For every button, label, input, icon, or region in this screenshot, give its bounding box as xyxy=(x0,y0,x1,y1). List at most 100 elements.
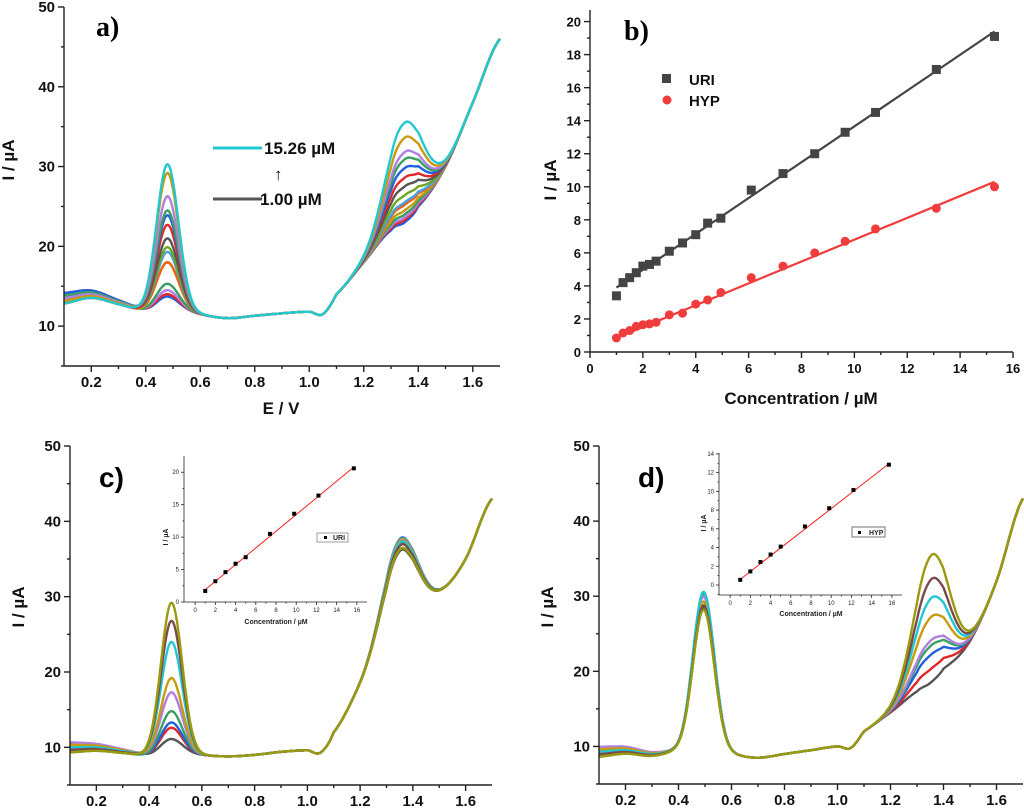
inset-d-legend-marker xyxy=(858,531,861,534)
x-tick-label: 16 xyxy=(354,608,361,614)
data-point xyxy=(716,288,726,298)
y-tick-label: 30 xyxy=(38,159,55,176)
data-point xyxy=(989,182,999,192)
panel-label-d: d) xyxy=(638,462,664,493)
data-point xyxy=(931,64,941,74)
curve-2 xyxy=(598,498,1024,759)
inset-c-legend-label: URI xyxy=(333,535,345,542)
x-tick-label: 0.4 xyxy=(139,793,161,808)
y-tick-label: 18 xyxy=(567,48,581,63)
legend-marker-uri xyxy=(662,74,671,83)
data-point xyxy=(840,236,850,246)
y-tick-label: 30 xyxy=(44,589,61,606)
x-tick-label: 6 xyxy=(254,608,258,614)
data-point xyxy=(703,218,713,228)
data-point xyxy=(871,224,881,234)
data-point xyxy=(644,259,654,269)
data-point xyxy=(233,561,238,566)
x-tick-label: 8 xyxy=(798,361,805,376)
curves-c xyxy=(69,497,493,758)
curve-1 xyxy=(69,497,493,758)
x-tick-label: 1.6 xyxy=(462,374,483,391)
data-point xyxy=(611,291,621,301)
x-tick-label: 0.6 xyxy=(191,793,212,808)
inset-points-inset-c xyxy=(203,466,356,593)
x-tick-label: 1.6 xyxy=(986,792,1007,808)
panel-label-b: b) xyxy=(624,16,649,47)
x-tick-label: 8 xyxy=(274,608,278,614)
annotation-low-label: 1.00 µM xyxy=(260,190,322,209)
curve-8 xyxy=(70,497,493,758)
y-tick-label: 0 xyxy=(711,583,715,589)
inset-c-y-label: I / µA xyxy=(163,529,170,546)
y-tick-label: 8 xyxy=(574,213,581,228)
data-point xyxy=(625,273,635,283)
x-tick-label: 0.4 xyxy=(135,374,157,391)
y-axis-label-a: I / µA xyxy=(0,140,18,181)
axes-b: 0 2 4 6 8 10 12 14 16 0 2 4 6 8 10 12 14 16 18 20 xyxy=(567,10,1020,376)
data-point xyxy=(351,466,356,471)
curve-7 xyxy=(69,497,493,758)
x-tick-label: 16 xyxy=(889,601,896,607)
x-tick-label: 6 xyxy=(745,361,752,376)
curve-5 xyxy=(70,497,493,758)
data-point xyxy=(691,230,701,240)
data-point xyxy=(618,278,628,288)
x-tick-label: 1.0 xyxy=(297,793,318,808)
data-point xyxy=(203,588,208,593)
inset-d-legend-label: HYP xyxy=(869,530,884,537)
y-tick-label: 2 xyxy=(574,312,581,327)
curve-9 xyxy=(70,497,493,758)
y-tick-label: 14 xyxy=(707,452,714,458)
inset-d-y-label: I / µA xyxy=(701,515,708,532)
x-tick-label: 14 xyxy=(333,608,340,614)
data-point xyxy=(827,506,832,511)
data-point xyxy=(758,560,763,565)
x-tick-label: 1.2 xyxy=(353,374,374,391)
inset-points-inset-d xyxy=(738,462,891,582)
data-point xyxy=(267,531,272,536)
x-tick-label: 1.4 xyxy=(402,793,424,808)
y-tick-label: 10 xyxy=(567,180,581,195)
x-tick-label: 1.4 xyxy=(933,792,955,808)
data-point xyxy=(638,320,648,330)
y-tick-label: 6 xyxy=(711,527,715,533)
x-tick-label: 0.6 xyxy=(721,792,742,808)
curve-3 xyxy=(70,497,493,758)
arrow-up-icon: ↑ xyxy=(274,165,283,184)
data-point xyxy=(810,149,820,159)
x-tick-label: 1.6 xyxy=(455,793,476,808)
data-point xyxy=(678,238,688,248)
data-point xyxy=(651,317,661,327)
inset-c-legend-box xyxy=(316,532,349,543)
x-tick-label: 12 xyxy=(848,601,855,607)
y-tick-label: 50 xyxy=(573,438,590,455)
data-point xyxy=(678,308,688,318)
data-point xyxy=(778,544,783,549)
data-point xyxy=(931,203,941,213)
inset-d-x-label: Concentration / µM xyxy=(779,611,842,618)
axes-a: 0.2 0.4 0.6 0.8 1.0 1.2 1.4 1.6 10 20 30 40 50 xyxy=(38,0,500,391)
x-tick-label: 2 xyxy=(749,601,753,607)
y-tick-label: 20 xyxy=(567,15,581,30)
y-tick-label: 20 xyxy=(38,238,55,255)
y-axis-label-c: I / µA xyxy=(9,587,28,628)
y-tick-label: 10 xyxy=(172,535,179,541)
y-tick-label: 15 xyxy=(172,503,179,509)
data-point xyxy=(778,169,788,179)
y-tick-label: 12 xyxy=(707,471,714,477)
y-tick-label: 10 xyxy=(707,489,714,495)
curves-a xyxy=(63,38,501,320)
data-point xyxy=(871,107,881,117)
x-tick-label: 16 xyxy=(1006,361,1020,376)
x-tick-label: 0.4 xyxy=(668,792,690,808)
x-tick-label: 4 xyxy=(234,608,238,614)
y-tick-label: 14 xyxy=(567,114,582,129)
series-hyp xyxy=(611,180,999,343)
panel-label-c: c) xyxy=(99,462,124,493)
annotation-high-label: 15.26 µM xyxy=(264,139,335,158)
data-point xyxy=(625,326,635,336)
x-tick-label: 4 xyxy=(769,601,773,607)
x-tick-label: 0.8 xyxy=(244,374,265,391)
